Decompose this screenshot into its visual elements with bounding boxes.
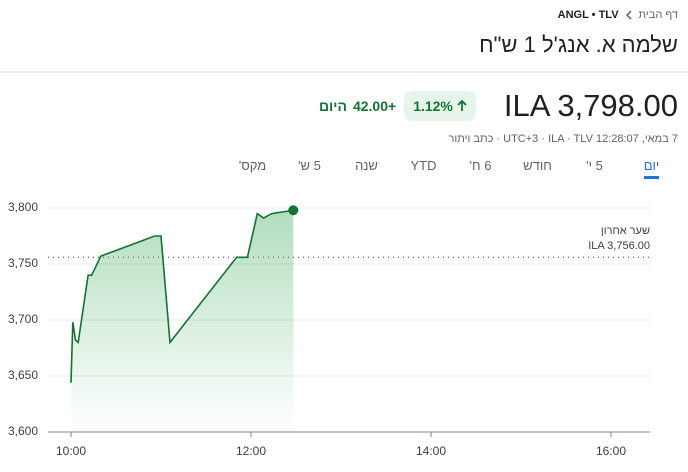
tab[interactable]: YTD xyxy=(395,158,452,179)
change: +42.00 היום xyxy=(319,98,396,114)
y-tick-label: 3,600 xyxy=(8,424,38,438)
tab[interactable]: שנה xyxy=(338,158,395,179)
change-badge: 1.12% xyxy=(404,91,476,121)
symbol: ANGL • TLV xyxy=(557,9,619,21)
stock-title: שלמה א. אנג'ל 1 ש"ח xyxy=(479,32,678,57)
y-tick-label: 3,650 xyxy=(8,368,38,382)
tab-label: מקס' xyxy=(238,158,267,173)
quote: ILA 3,798.00 1.12% +42.00 היום xyxy=(319,88,678,124)
y-tick-label: 3,700 xyxy=(8,312,38,326)
tab-label: 6 ח' xyxy=(469,158,492,173)
area xyxy=(71,210,294,432)
up-arrow xyxy=(457,100,467,111)
reference-label: ILA 3,756.00 xyxy=(588,240,650,252)
reference-title: שער אחרון xyxy=(600,225,650,237)
x-tick-label: 14:00 xyxy=(416,444,446,458)
change-percent: 1.12% xyxy=(413,98,453,114)
tab[interactable]: 5 ש' xyxy=(281,158,338,179)
y-tick-label: 3,800 xyxy=(8,200,38,214)
tab-label: יום xyxy=(643,158,660,179)
home-link[interactable]: דף הבית xyxy=(638,9,678,21)
y-tick-label: 3,750 xyxy=(8,256,38,270)
x-tick-label: 10:00 xyxy=(56,444,86,458)
tab-label: 5 י' xyxy=(586,158,603,173)
tab-label: YTD xyxy=(410,158,437,173)
reference-annotation: שער אחרון ILA 3,756.00 xyxy=(588,224,650,254)
tab-label: חודש xyxy=(523,158,552,173)
tab[interactable]: 6 ח' xyxy=(452,158,509,179)
tab[interactable]: חודש xyxy=(509,158,566,179)
price-line xyxy=(70,209,294,383)
disclaimer[interactable]: כתב ויתור xyxy=(448,133,494,145)
range-tabs: יום 5 י' חודש 6 ח' YTD שנה 5 ש' מקס' xyxy=(224,158,680,179)
change-value: +42.00 xyxy=(352,98,397,114)
tab-label: שנה xyxy=(355,158,378,173)
tab-label: 5 ש' xyxy=(298,158,321,173)
details: 7 במאי, 12:28:07 UTC+3 · ILA · TLV · xyxy=(493,133,678,145)
change-period: היום xyxy=(318,98,347,114)
last-point xyxy=(288,205,299,216)
tab[interactable]: מקס' xyxy=(224,158,281,179)
x-tick-label: 12:00 xyxy=(236,444,266,458)
x-tick-label: 16:00 xyxy=(596,444,626,458)
chevron xyxy=(625,10,632,20)
tab[interactable]: 5 י' xyxy=(566,158,623,179)
quote-details: 7 במאי, 12:28:07 UTC+3 · ILA · TLV · כתב… xyxy=(449,133,678,145)
tab[interactable]: יום xyxy=(623,158,680,179)
price: ILA 3,798.00 xyxy=(503,88,678,123)
breadcrumb: דף הבית ANGL • TLV xyxy=(558,9,678,21)
